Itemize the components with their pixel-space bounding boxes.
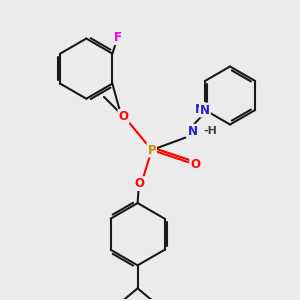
Text: -H: -H bbox=[203, 126, 217, 136]
Text: O: O bbox=[134, 177, 144, 190]
Text: N: N bbox=[200, 103, 210, 116]
Text: N: N bbox=[188, 125, 198, 138]
Text: P: P bbox=[148, 143, 156, 157]
Text: N: N bbox=[194, 103, 205, 116]
Text: O: O bbox=[190, 158, 200, 171]
Text: O: O bbox=[118, 110, 128, 123]
Text: F: F bbox=[114, 31, 122, 44]
